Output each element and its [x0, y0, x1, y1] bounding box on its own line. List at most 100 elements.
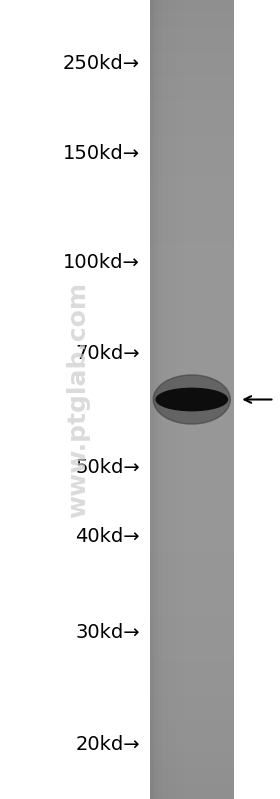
- Bar: [150, 50, 234, 54]
- Bar: [221, 0, 225, 799]
- Bar: [150, 81, 234, 85]
- Bar: [150, 748, 234, 751]
- Bar: [150, 428, 234, 431]
- Bar: [150, 141, 234, 144]
- Bar: [150, 423, 234, 426]
- Bar: [150, 620, 234, 623]
- Bar: [150, 340, 234, 344]
- Bar: [150, 335, 234, 338]
- Bar: [150, 617, 234, 621]
- Bar: [150, 29, 234, 32]
- Bar: [150, 793, 234, 797]
- Bar: [150, 729, 234, 733]
- Bar: [150, 497, 234, 501]
- Bar: [150, 393, 234, 397]
- Bar: [213, 0, 217, 799]
- Text: www.ptglab.com: www.ptglab.com: [66, 281, 90, 518]
- Bar: [150, 436, 234, 439]
- Bar: [150, 654, 234, 658]
- Bar: [150, 689, 234, 693]
- Bar: [150, 69, 234, 72]
- Bar: [188, 0, 192, 799]
- Bar: [150, 447, 234, 450]
- Bar: [150, 2, 234, 6]
- Bar: [154, 0, 158, 799]
- Bar: [150, 481, 234, 485]
- Bar: [150, 109, 234, 112]
- Bar: [150, 686, 234, 690]
- Bar: [150, 407, 234, 410]
- Bar: [150, 324, 234, 328]
- Bar: [150, 351, 234, 354]
- Bar: [150, 681, 234, 685]
- Bar: [150, 745, 234, 749]
- Bar: [150, 137, 234, 141]
- Bar: [150, 21, 234, 24]
- Bar: [150, 569, 234, 573]
- Bar: [150, 185, 234, 189]
- Bar: [150, 657, 234, 661]
- Bar: [150, 700, 234, 703]
- Bar: [150, 463, 234, 466]
- Bar: [150, 85, 234, 88]
- Bar: [150, 181, 234, 184]
- Bar: [150, 305, 234, 309]
- Bar: [150, 750, 234, 753]
- Bar: [150, 169, 234, 173]
- Bar: [150, 774, 234, 777]
- Bar: [150, 257, 234, 261]
- Bar: [150, 716, 234, 719]
- Bar: [150, 444, 234, 447]
- Bar: [150, 37, 234, 40]
- Bar: [150, 55, 234, 58]
- Bar: [150, 460, 234, 463]
- Bar: [150, 79, 234, 82]
- Bar: [150, 732, 234, 735]
- Bar: [150, 622, 234, 626]
- Bar: [150, 153, 234, 157]
- Bar: [150, 572, 234, 575]
- Bar: [150, 684, 234, 687]
- Bar: [217, 0, 221, 799]
- Bar: [150, 543, 234, 546]
- Text: 50kd→: 50kd→: [75, 458, 140, 477]
- Bar: [150, 660, 234, 663]
- Bar: [150, 337, 234, 341]
- Bar: [150, 289, 234, 293]
- Bar: [150, 764, 234, 767]
- Bar: [150, 740, 234, 743]
- Bar: [150, 159, 234, 162]
- Bar: [150, 66, 234, 70]
- Bar: [150, 329, 234, 333]
- Bar: [150, 233, 234, 237]
- Bar: [150, 125, 234, 128]
- Bar: [150, 388, 234, 392]
- Bar: [150, 361, 234, 365]
- Bar: [150, 133, 234, 136]
- Bar: [150, 367, 234, 370]
- Bar: [150, 201, 234, 205]
- Bar: [150, 566, 234, 570]
- Bar: [150, 58, 234, 62]
- Bar: [171, 0, 175, 799]
- Text: 40kd→: 40kd→: [75, 527, 140, 547]
- Bar: [183, 0, 188, 799]
- Bar: [150, 479, 234, 482]
- Bar: [150, 239, 234, 242]
- Bar: [150, 244, 234, 248]
- Bar: [204, 0, 209, 799]
- Bar: [150, 612, 234, 615]
- Bar: [150, 61, 234, 64]
- Bar: [230, 0, 234, 799]
- Bar: [150, 417, 234, 421]
- Bar: [150, 425, 234, 429]
- Bar: [150, 34, 234, 38]
- Bar: [150, 756, 234, 759]
- Bar: [150, 559, 234, 562]
- Bar: [150, 343, 234, 346]
- Bar: [150, 697, 234, 701]
- Bar: [150, 598, 234, 602]
- Bar: [225, 0, 230, 799]
- Bar: [150, 649, 234, 653]
- Bar: [150, 157, 234, 160]
